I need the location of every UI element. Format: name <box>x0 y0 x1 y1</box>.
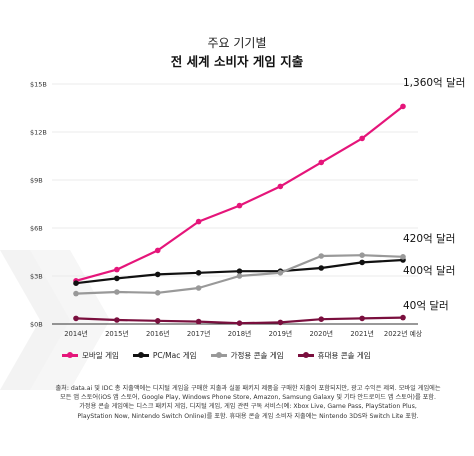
legend-label: 가정용 콘솔 게임 <box>230 351 284 360</box>
legend-item: 휴대용 콘솔 게임 <box>297 350 371 361</box>
data-point <box>236 202 243 209</box>
data-point <box>359 135 365 142</box>
data-point <box>318 316 325 323</box>
x-tick-label: 2021년 <box>350 329 374 338</box>
legend-item: PC/Mac 게임 <box>132 350 197 361</box>
source-line-4: PlayStation Now, Nintendo Switch Online)… <box>77 412 419 420</box>
x-tick-label: 2016년 <box>146 329 170 338</box>
y-tick-label: $12B <box>30 129 47 137</box>
source-line-1: 출처: data.ai 및 IDC 총 지출액에는 디지털 게임을 구매한 지출… <box>55 385 441 392</box>
source-note: 출처: data.ai 및 IDC 총 지출액에는 디지털 게임을 구매한 지출… <box>48 384 448 421</box>
chart-title: 주요 기기별 <box>207 36 267 50</box>
legend-item: 가정용 콘솔 게임 <box>210 350 284 361</box>
data-point <box>277 183 284 190</box>
data-point <box>73 290 79 297</box>
data-point <box>195 318 202 325</box>
data-point <box>318 253 325 259</box>
source-line-2: 모든 앱 스토어(iOS 앱 스토어, Google Play, Windows… <box>60 394 436 402</box>
data-point <box>73 280 79 287</box>
data-point <box>400 314 406 321</box>
data-point <box>359 252 365 258</box>
data-point <box>318 265 325 271</box>
series-end-label: 420억 달러 <box>403 233 455 245</box>
data-point <box>73 315 79 322</box>
series-end-label: 40억 달러 <box>403 300 449 312</box>
y-tick-label: $9B <box>30 177 43 185</box>
legend-item: 모바일 게임 <box>62 350 119 361</box>
data-point <box>195 285 202 291</box>
data-point <box>154 247 161 254</box>
y-tick-label: $0B <box>30 321 43 329</box>
chart-subtitle: 전 세계 소비자 게임 지출 <box>170 54 304 69</box>
data-point <box>236 320 243 327</box>
data-point <box>359 259 365 266</box>
x-tick-label: 2017년 <box>187 329 211 338</box>
legend-swatch <box>132 352 149 358</box>
data-point <box>400 103 406 110</box>
legend-label: 모바일 게임 <box>82 351 119 360</box>
legend-label: PC/Mac 게임 <box>152 351 197 360</box>
y-tick-label: $3B <box>30 273 43 281</box>
legend-swatch <box>62 352 78 358</box>
data-point <box>318 159 325 166</box>
x-tick-label: 2022년 예상 <box>384 329 422 338</box>
x-tick-label: 2014년 <box>64 329 88 338</box>
data-point <box>114 289 120 295</box>
y-tick-label: $6B <box>30 225 43 233</box>
data-point <box>277 270 284 276</box>
y-tick-label: $15B <box>30 81 47 89</box>
legend: 모바일 게임 PC/Mac 게임 가정용 콘솔 게임 휴대용 콘솔 게임 <box>62 350 371 361</box>
data-point <box>195 218 202 225</box>
data-point <box>154 271 161 278</box>
data-point <box>236 268 243 275</box>
data-point <box>114 275 120 282</box>
legend-label: 휴대용 콘솔 게임 <box>317 351 371 360</box>
data-point <box>154 318 161 324</box>
data-point <box>195 270 202 276</box>
data-point <box>359 315 365 322</box>
data-point <box>154 290 161 296</box>
x-tick-label: 2018년 <box>228 329 252 338</box>
x-tick-label: 2020년 <box>309 329 333 338</box>
legend-swatch <box>297 352 314 358</box>
x-tick-label: 2015년 <box>105 329 129 338</box>
data-point <box>114 317 120 323</box>
data-point <box>277 319 284 326</box>
x-tick-label: 2019년 <box>269 329 293 338</box>
data-point <box>236 273 243 279</box>
series-end-label: 1,360억 달러 <box>403 77 465 89</box>
legend-swatch <box>210 352 227 358</box>
data-point <box>114 266 120 273</box>
source-line-3: 가정용 콘솔 게임에는 디스크 패키지 게임, 디지털 게임, 게임 관련 구독… <box>79 403 417 411</box>
series-end-label: 400억 달러 <box>403 265 455 277</box>
data-point <box>400 253 406 260</box>
